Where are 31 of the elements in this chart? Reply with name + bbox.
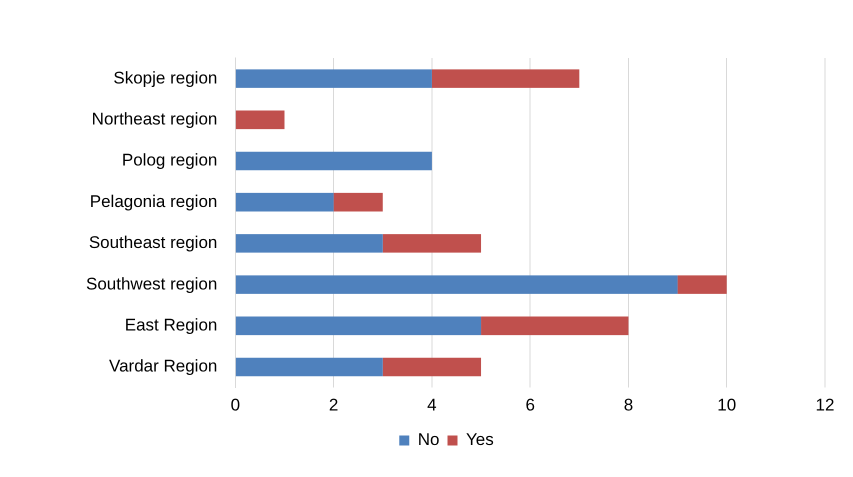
legend-label: Yes (466, 430, 494, 450)
x-tick-label: 4 (427, 395, 437, 414)
x-tick-label: 6 (525, 395, 535, 414)
bar (236, 358, 383, 376)
bar (236, 152, 432, 170)
bar (678, 275, 727, 294)
y-tick-label: Skopje region (113, 68, 218, 88)
y-tick-label: Southwest region (86, 274, 218, 294)
bar (236, 316, 482, 336)
x-tick-label: 0 (230, 395, 240, 414)
x-tick-label: 12 (816, 395, 834, 414)
y-tick-label: Pelagonia region (90, 192, 218, 211)
y-tick-label: Northeast region (92, 109, 218, 128)
x-tick-label: 10 (717, 395, 736, 414)
legend-label: No (418, 430, 440, 450)
x-tick-label: 2 (328, 395, 338, 414)
y-tick-label: East Region (124, 315, 218, 334)
bar (432, 69, 580, 88)
bar (236, 234, 383, 253)
bar (382, 358, 482, 376)
y-tick-label: Polog region (122, 150, 218, 170)
bar (481, 316, 628, 336)
bar (334, 192, 383, 212)
bar (236, 192, 334, 212)
bar (236, 275, 678, 294)
bar (236, 110, 284, 130)
y-tick-label: Southeast region (88, 233, 218, 252)
y-tick-label: Vardar Region (109, 356, 218, 376)
bar (382, 234, 482, 253)
x-tick-label: 8 (624, 395, 634, 414)
bar (236, 69, 432, 88)
